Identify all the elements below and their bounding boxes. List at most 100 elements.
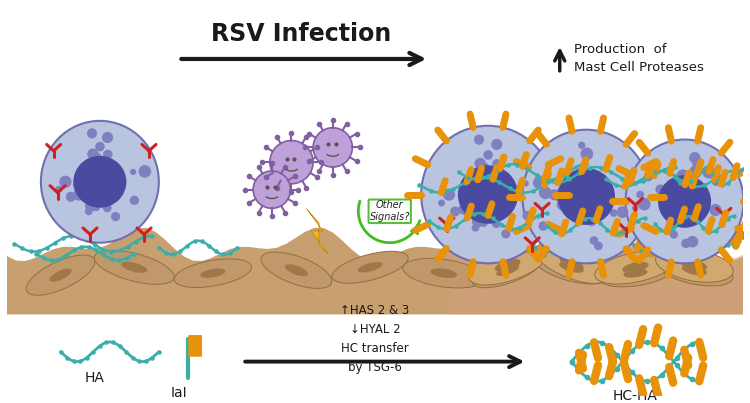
Point	[628, 242, 640, 248]
Point	[545, 239, 557, 246]
Point	[106, 256, 118, 262]
Point	[600, 176, 612, 182]
Point	[679, 179, 691, 186]
Point	[94, 343, 106, 349]
Ellipse shape	[468, 246, 548, 285]
Point	[89, 242, 101, 248]
Point	[552, 179, 564, 186]
Point	[556, 239, 568, 246]
Circle shape	[479, 218, 488, 227]
Point	[663, 364, 675, 370]
Circle shape	[102, 132, 113, 143]
Point	[441, 226, 453, 232]
Point	[25, 248, 37, 254]
Point	[68, 358, 80, 364]
Point	[584, 165, 596, 171]
Point	[649, 221, 661, 227]
Point	[538, 252, 550, 258]
Ellipse shape	[122, 262, 147, 273]
Circle shape	[496, 181, 506, 191]
Circle shape	[681, 174, 690, 184]
Text: Other
Signals?: Other Signals?	[370, 200, 410, 222]
Point	[717, 235, 729, 241]
Point	[532, 253, 544, 260]
Point	[83, 244, 95, 250]
Circle shape	[554, 190, 566, 202]
Circle shape	[616, 206, 628, 218]
Point	[146, 354, 158, 361]
Point	[224, 249, 236, 256]
Point	[513, 240, 525, 246]
Point	[641, 251, 653, 258]
Point	[541, 177, 553, 183]
Point	[587, 249, 599, 256]
Circle shape	[87, 148, 98, 160]
Point	[730, 236, 742, 242]
Point	[669, 174, 681, 180]
Circle shape	[585, 204, 592, 212]
Point	[470, 174, 482, 181]
Point	[30, 250, 42, 257]
Point	[662, 244, 674, 251]
Point	[140, 358, 152, 364]
Point	[706, 171, 718, 177]
Circle shape	[598, 201, 606, 208]
Circle shape	[66, 192, 76, 202]
Circle shape	[56, 186, 62, 193]
Point	[704, 229, 716, 235]
Point	[504, 185, 516, 191]
Circle shape	[109, 172, 119, 182]
Point	[722, 216, 734, 222]
Circle shape	[598, 191, 612, 204]
Point	[728, 168, 740, 174]
Point	[674, 219, 686, 225]
Ellipse shape	[41, 121, 159, 243]
Circle shape	[458, 203, 470, 215]
Point	[626, 348, 638, 355]
Point	[53, 256, 64, 262]
FancyBboxPatch shape	[188, 335, 202, 357]
Point	[603, 344, 615, 350]
Point	[712, 243, 724, 250]
Point	[550, 237, 562, 243]
Circle shape	[254, 171, 290, 208]
Circle shape	[73, 189, 85, 201]
Circle shape	[689, 214, 698, 222]
Point	[571, 164, 583, 170]
Point	[663, 353, 675, 359]
Ellipse shape	[656, 248, 734, 282]
Point	[710, 227, 722, 234]
Point	[670, 355, 682, 361]
Point	[580, 161, 592, 167]
Point	[626, 179, 638, 186]
Circle shape	[92, 202, 100, 211]
Point	[616, 175, 628, 182]
Point	[659, 168, 671, 175]
Point	[495, 250, 507, 257]
Circle shape	[476, 191, 484, 199]
Point	[688, 183, 700, 190]
Circle shape	[103, 204, 112, 212]
Point	[120, 349, 132, 355]
Point	[458, 180, 470, 186]
Point	[560, 232, 572, 238]
Point	[493, 179, 505, 185]
Polygon shape	[306, 208, 328, 253]
Point	[423, 218, 435, 224]
Point	[553, 234, 565, 241]
Point	[232, 244, 244, 251]
Point	[609, 231, 621, 237]
Ellipse shape	[535, 243, 608, 283]
Point	[680, 214, 692, 220]
Ellipse shape	[403, 258, 484, 288]
Point	[538, 183, 550, 189]
Point	[81, 237, 93, 243]
Point	[735, 232, 747, 239]
Point	[521, 166, 533, 172]
Circle shape	[438, 199, 445, 206]
Circle shape	[532, 177, 545, 189]
Point	[196, 238, 208, 245]
Point	[594, 220, 606, 226]
Circle shape	[270, 141, 313, 184]
Point	[639, 215, 651, 221]
